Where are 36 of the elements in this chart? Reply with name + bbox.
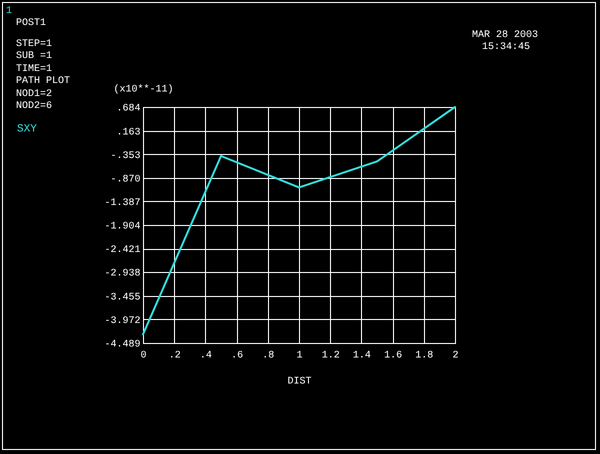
x-tick-label: 1 xyxy=(296,350,303,362)
y-tick-label: -3.972 xyxy=(104,316,140,327)
text: PATH PLOT xyxy=(16,76,70,88)
text: NOD2=6 xyxy=(16,101,52,113)
y-tick-label: -2.938 xyxy=(104,268,140,280)
y-tick-label: -2.421 xyxy=(104,245,140,256)
text: STEP=1 xyxy=(16,38,52,50)
x-tick-label: 1.8 xyxy=(415,350,434,362)
y-tick-label: -4.489 xyxy=(104,340,140,350)
x-tick-label: .2 xyxy=(168,350,181,362)
y-tick-label: -.353 xyxy=(110,150,140,162)
text: POST1 xyxy=(16,18,46,30)
x-tick-label: 0 xyxy=(140,350,147,362)
text: TIME=1 xyxy=(16,64,52,76)
text: NOD1=2 xyxy=(16,88,52,100)
x-tick-label: .4 xyxy=(200,350,212,362)
x-axis-title: DIST xyxy=(287,376,312,388)
x-tick-label: .6 xyxy=(231,350,244,362)
y-tick-label: .684 xyxy=(116,104,140,114)
line-series xyxy=(142,106,456,336)
y-tick-label: -3.455 xyxy=(104,292,140,304)
x-tick-label: 1.6 xyxy=(384,350,402,362)
y-tick-label: .163 xyxy=(116,127,140,138)
text: SXY xyxy=(17,124,38,136)
y-tick-label: -.870 xyxy=(110,174,140,186)
text: SUB =1 xyxy=(16,51,52,63)
text: MAR 28 2003 xyxy=(472,30,538,42)
text: 1 xyxy=(6,6,12,18)
x-tick-label: 1.2 xyxy=(322,350,340,362)
x-tick-label: .8 xyxy=(262,350,274,362)
y-tick-label: -1.387 xyxy=(104,198,140,209)
y-tick-label: -1.904 xyxy=(104,222,140,233)
x-tick-label: 2 xyxy=(452,350,459,362)
text: 15:34:45 xyxy=(482,42,530,54)
x-tick-label: 1.4 xyxy=(352,350,371,362)
y-axis-title: (x10**-11) xyxy=(114,84,174,96)
